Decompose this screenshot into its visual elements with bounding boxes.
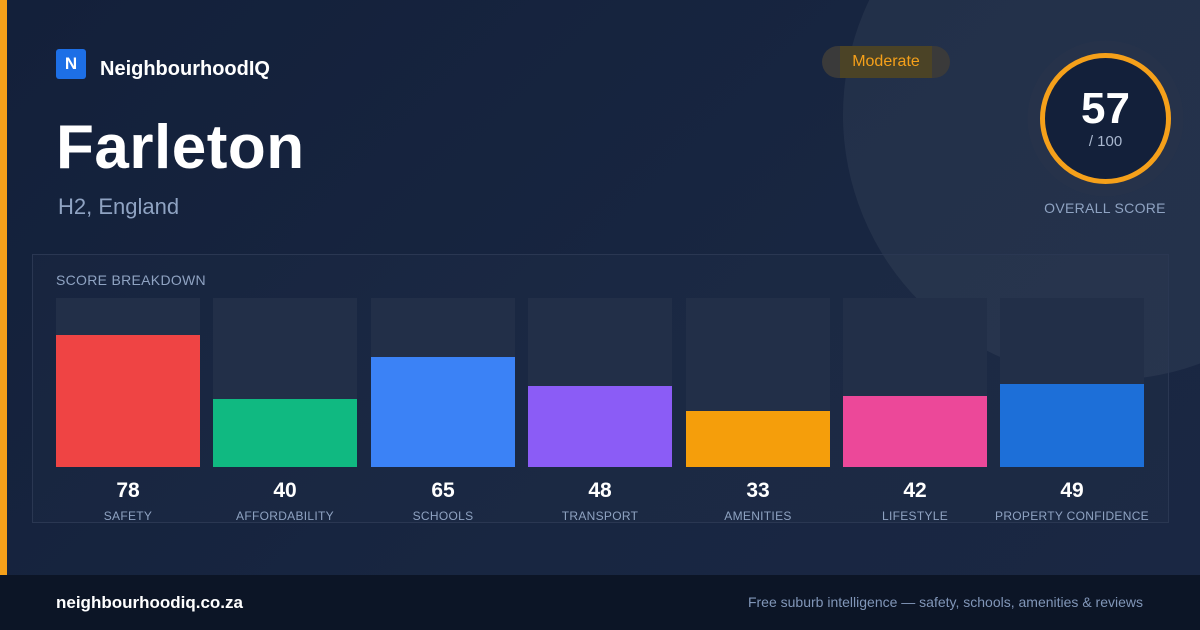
bar-fill bbox=[686, 411, 830, 467]
footer-tagline: Free suburb intelligence — safety, schoo… bbox=[747, 594, 1143, 610]
overall-score-max: / 100 bbox=[1088, 133, 1123, 150]
bar-label: SCHOOLS bbox=[412, 509, 474, 523]
bar-track bbox=[686, 298, 830, 467]
brand: N NeighbourhoodIQ bbox=[56, 46, 270, 81]
bar-value: 65 bbox=[431, 479, 455, 502]
bar-label: AFFORDABILITY bbox=[236, 509, 334, 523]
bar-value: 42 bbox=[903, 479, 927, 502]
bar-track bbox=[56, 298, 200, 467]
bar-value: 78 bbox=[116, 479, 140, 502]
rating-badge-label: Moderate bbox=[852, 53, 920, 70]
accent-stripe bbox=[0, 0, 7, 575]
bar-fill bbox=[371, 357, 515, 467]
rating-badge: Moderate bbox=[822, 46, 950, 78]
breakdown-title: SCORE BREAKDOWN bbox=[56, 272, 206, 288]
bar-fill bbox=[213, 399, 357, 467]
bar-label: LIFESTYLE bbox=[881, 509, 949, 523]
score-ring-arc bbox=[1040, 53, 1171, 184]
bar-track bbox=[213, 298, 357, 467]
bar-value: 33 bbox=[746, 479, 770, 502]
location-region: H2, England bbox=[58, 194, 180, 219]
bar-value: 48 bbox=[588, 479, 612, 502]
bar-track bbox=[1000, 298, 1144, 467]
footer-url[interactable]: neighbourhoodiq.co.za bbox=[56, 593, 243, 612]
overall-score-label: OVERALL SCORE bbox=[1044, 200, 1166, 216]
footer: neighbourhoodiq.co.za Free suburb intell… bbox=[0, 575, 1200, 630]
bar-fill bbox=[56, 335, 200, 467]
share-card: N NeighbourhoodIQ Farleton H2, England M… bbox=[0, 0, 1200, 575]
location-title: Farleton bbox=[56, 113, 305, 182]
bar-value: 40 bbox=[273, 479, 297, 502]
bar-label: AMENITIES bbox=[724, 509, 792, 523]
brand-logo-icon: N bbox=[56, 48, 86, 79]
brand-name: NeighbourhoodIQ bbox=[100, 58, 270, 80]
bar-label: PROPERTY CONFIDENCE bbox=[995, 509, 1149, 523]
bar-fill bbox=[843, 396, 987, 467]
score-ring-graphic bbox=[1027, 40, 1184, 197]
bar-track bbox=[843, 298, 987, 467]
bar-label: TRANSPORT bbox=[561, 509, 639, 523]
bar-fill bbox=[1000, 384, 1144, 467]
bar-track bbox=[528, 298, 672, 467]
overall-score-ring: 57 / 100 bbox=[1027, 40, 1184, 197]
score-breakdown-panel: SCORE BREAKDOWN 78 SAFETY 40 AFFORDABILITY 6… bbox=[32, 254, 1169, 523]
bar-value: 49 bbox=[1060, 479, 1084, 502]
bar-fill bbox=[528, 386, 672, 467]
overall-score-value: 57 bbox=[1081, 84, 1130, 133]
bar-track bbox=[371, 298, 515, 467]
bar-label: SAFETY bbox=[103, 509, 153, 523]
